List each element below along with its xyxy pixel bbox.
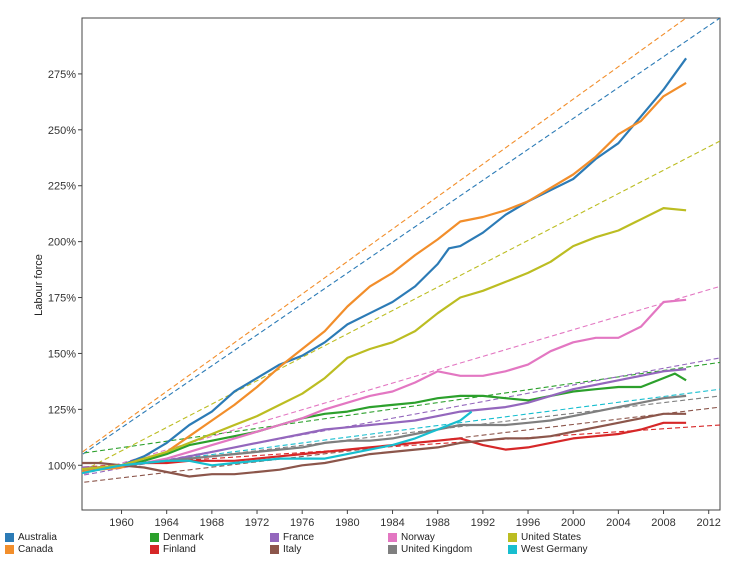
line-chart: 1960 1964 1968 1972 1976 1980 1984 1988 1992 1996… — [33, 17, 721, 529]
legend-label: Canada — [18, 544, 54, 555]
legend-label: United Kingdom — [401, 544, 473, 555]
legend-swatch — [150, 545, 159, 554]
legend-swatch — [508, 533, 517, 542]
plot-area — [81, 17, 721, 511]
legend-label: West Germany — [521, 544, 588, 555]
series-line-australia — [82, 57, 687, 473]
series-line-united-states — [82, 207, 687, 471]
series-line-canada — [82, 81, 687, 473]
x-tick-label: 2000 — [561, 517, 585, 529]
legend-swatch — [5, 545, 14, 554]
series-line-italy — [82, 412, 687, 478]
y-tick-label: 275% — [48, 69, 76, 81]
legend-label: Norway — [401, 532, 435, 543]
x-tick-label: 1964 — [154, 517, 178, 529]
x-tick-label: 1984 — [380, 517, 404, 529]
x-tick-label: 1988 — [425, 517, 449, 529]
legend-label: United States — [521, 532, 582, 543]
legend-item-france: France — [270, 532, 314, 543]
x-tick-label: 1996 — [516, 517, 540, 529]
y-tick-label: 175% — [48, 293, 76, 305]
legend-item-denmark: Denmark — [150, 532, 204, 543]
x-tick-label: 1980 — [335, 517, 359, 529]
legend-label: France — [283, 532, 315, 543]
y-tick-label: 200% — [48, 237, 76, 249]
legend-label: Denmark — [163, 532, 204, 543]
legend-item-finland: Finland — [150, 544, 196, 555]
y-tick-label: 125% — [48, 404, 76, 416]
legend-swatch — [388, 545, 397, 554]
legend-item-australia: Australia — [5, 532, 57, 543]
y-tick-label: 100% — [48, 460, 76, 472]
legend-item-italy: Italy — [270, 544, 301, 555]
y-tick-label: 250% — [48, 125, 76, 137]
x-tick-label: 1992 — [471, 517, 495, 529]
x-tick-label: 1968 — [200, 517, 224, 529]
x-tick-label: 2004 — [606, 517, 630, 529]
series-line-denmark — [82, 372, 687, 471]
series-line-west-germany — [82, 410, 473, 475]
legend-item-united-kingdom: United Kingdom — [388, 544, 472, 555]
y-axis-label: Labour force — [33, 254, 45, 316]
legend-swatch — [270, 545, 279, 554]
legend-swatch — [388, 533, 397, 542]
series-line-norway — [82, 298, 687, 471]
legend-item-norway: Norway — [388, 532, 435, 543]
trend-line-canada — [82, 18, 687, 453]
x-tick-label: 1976 — [290, 517, 314, 529]
x-tick-label: 1960 — [109, 517, 133, 529]
legend: Australia Canada Denmark Finland France Italy… — [0, 532, 747, 578]
trend-line-france — [82, 357, 720, 476]
legend-swatch — [5, 533, 14, 542]
trend-line-united-states — [82, 140, 720, 472]
x-tick-label: 2012 — [696, 517, 720, 529]
legend-item-west-germany: West Germany — [508, 544, 588, 555]
x-tick-label: 1972 — [245, 517, 269, 529]
y-tick-label: 150% — [48, 348, 76, 360]
series-line-france — [82, 368, 687, 469]
y-tick-label: 225% — [48, 181, 76, 193]
x-tick-label: 2008 — [651, 517, 675, 529]
legend-swatch — [508, 545, 517, 554]
legend-label: Italy — [283, 544, 302, 555]
legend-item-canada: Canada — [5, 544, 53, 555]
legend-label: Finland — [163, 544, 196, 555]
legend-item-united-states: United States — [508, 532, 581, 543]
legend-swatch — [270, 533, 279, 542]
legend-swatch — [150, 533, 159, 542]
trend-line-australia — [82, 18, 720, 456]
legend-label: Australia — [18, 532, 57, 543]
